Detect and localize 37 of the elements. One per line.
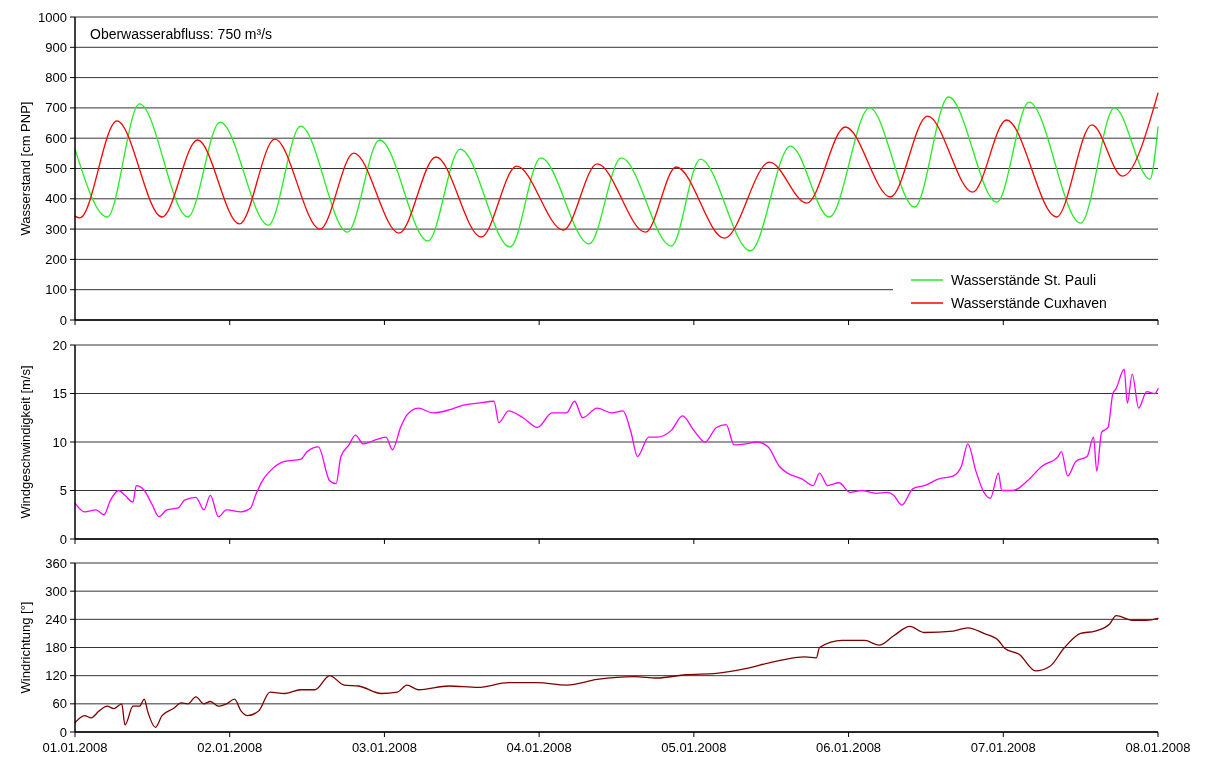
y-tick-label: 5	[59, 483, 67, 499]
y-tick-label: 400	[45, 191, 67, 207]
x-tick-label: 02.01.2008	[197, 740, 263, 755]
x-tick-label: 01.01.2008	[42, 740, 108, 755]
x-tick-label: 08.01.2008	[1125, 740, 1191, 755]
y-tick-label: 700	[45, 100, 67, 116]
annotation: Oberwasserabfluss: 750 m³/s	[90, 26, 273, 42]
y-tick-label: 120	[45, 668, 67, 684]
x-tick-label: 03.01.2008	[351, 740, 417, 755]
y-tick-label: 300	[45, 583, 67, 599]
y-tick-label: 900	[45, 39, 67, 55]
y-tick-label: 0	[59, 724, 67, 740]
y-axis-title: Windgeschwindigkeit [m/s]	[18, 365, 33, 519]
legend-label: Wasserstände St. Pauli	[951, 271, 1096, 288]
y-tick-label: 180	[45, 640, 67, 656]
y-tick-label: 0	[59, 531, 67, 547]
y-tick-label: 500	[45, 161, 67, 177]
y-tick-label: 100	[45, 282, 67, 298]
y-tick-label: 240	[45, 611, 67, 627]
y-tick-label: 20	[52, 337, 67, 353]
y-tick-label: 800	[45, 70, 67, 86]
y-tick-label: 60	[52, 696, 67, 712]
y-axis-title: Windrichtung [°]	[18, 601, 33, 694]
y-tick-label: 15	[52, 386, 67, 402]
x-tick-label: 07.01.2008	[970, 740, 1036, 755]
y-tick-label: 10	[52, 434, 67, 450]
x-tick-label: 05.01.2008	[661, 740, 727, 755]
y-tick-label: 300	[45, 221, 67, 237]
legend-label: Wasserstände Cuxhaven	[951, 294, 1107, 311]
y-tick-label: 1000	[38, 9, 67, 25]
x-tick-label: 06.01.2008	[816, 740, 882, 755]
y-tick-label: 360	[45, 555, 67, 571]
x-tick-label: 04.01.2008	[506, 740, 572, 755]
y-tick-label: 200	[45, 251, 67, 267]
y-axis-title: Wasserstand [cm PNP]	[18, 101, 33, 236]
y-tick-label: 0	[59, 312, 67, 328]
y-tick-label: 600	[45, 130, 67, 146]
